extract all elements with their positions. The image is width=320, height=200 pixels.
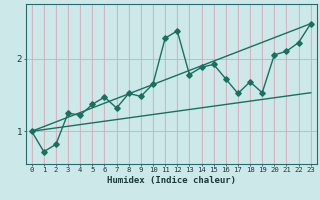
X-axis label: Humidex (Indice chaleur): Humidex (Indice chaleur) (107, 176, 236, 185)
